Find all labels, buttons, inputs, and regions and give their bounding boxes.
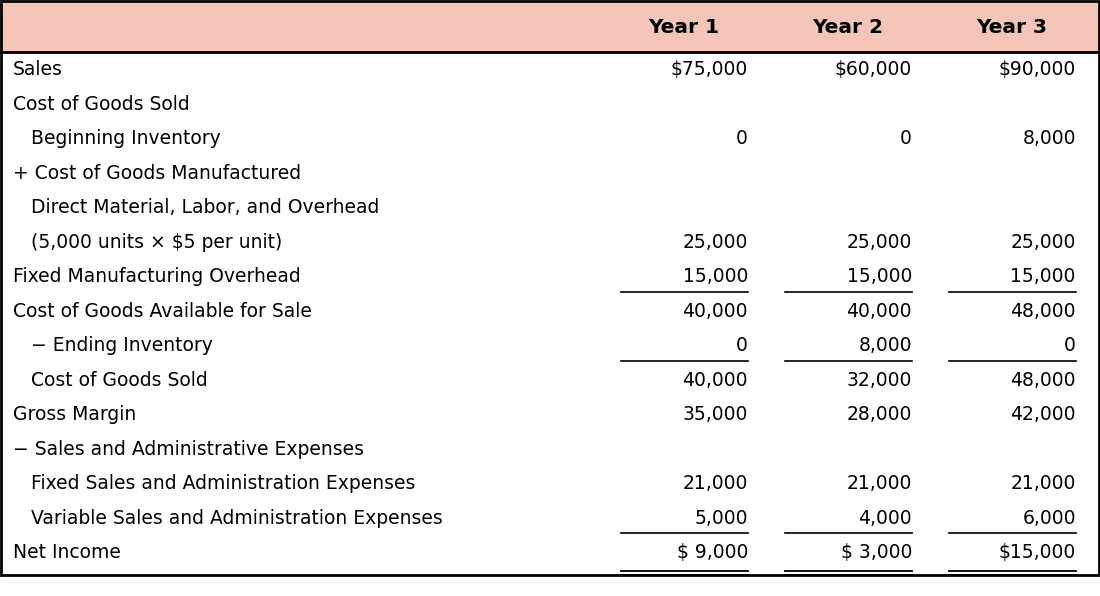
Text: 35,000: 35,000 xyxy=(683,405,748,424)
Text: 15,000: 15,000 xyxy=(847,268,912,287)
Text: 21,000: 21,000 xyxy=(683,474,748,493)
Text: 0: 0 xyxy=(736,129,748,148)
Text: Year 3: Year 3 xyxy=(977,17,1047,36)
Text: 40,000: 40,000 xyxy=(682,371,748,390)
Text: $60,000: $60,000 xyxy=(835,60,912,79)
Text: Beginning Inventory: Beginning Inventory xyxy=(13,129,221,148)
Text: Gross Margin: Gross Margin xyxy=(13,405,136,424)
Text: − Ending Inventory: − Ending Inventory xyxy=(13,336,213,355)
Text: 48,000: 48,000 xyxy=(1010,371,1076,390)
Text: 48,000: 48,000 xyxy=(1010,302,1076,321)
Bar xyxy=(0,0,1100,52)
Text: Variable Sales and Administration Expenses: Variable Sales and Administration Expens… xyxy=(13,509,443,528)
Text: Fixed Manufacturing Overhead: Fixed Manufacturing Overhead xyxy=(13,268,301,287)
Text: 8,000: 8,000 xyxy=(858,336,912,355)
Text: Year 2: Year 2 xyxy=(813,17,883,36)
Text: Sales: Sales xyxy=(13,60,63,79)
Text: 5,000: 5,000 xyxy=(694,509,748,528)
Text: 21,000: 21,000 xyxy=(847,474,912,493)
Text: Cost of Goods Sold: Cost of Goods Sold xyxy=(13,95,190,114)
Text: 25,000: 25,000 xyxy=(683,233,748,252)
Text: $75,000: $75,000 xyxy=(671,60,748,79)
Text: 6,000: 6,000 xyxy=(1022,509,1076,528)
Text: Net Income: Net Income xyxy=(13,544,121,563)
Text: 8,000: 8,000 xyxy=(1022,129,1076,148)
Text: $ 9,000: $ 9,000 xyxy=(676,544,748,563)
Text: Fixed Sales and Administration Expenses: Fixed Sales and Administration Expenses xyxy=(13,474,416,493)
Text: 4,000: 4,000 xyxy=(858,509,912,528)
Text: Direct Material, Labor, and Overhead: Direct Material, Labor, and Overhead xyxy=(13,198,379,218)
Text: Cost of Goods Sold: Cost of Goods Sold xyxy=(13,371,208,390)
Text: $15,000: $15,000 xyxy=(999,544,1076,563)
Text: $90,000: $90,000 xyxy=(999,60,1076,79)
Text: 40,000: 40,000 xyxy=(682,302,748,321)
Text: 15,000: 15,000 xyxy=(1011,268,1076,287)
Text: Year 1: Year 1 xyxy=(649,17,719,36)
Text: 0: 0 xyxy=(1064,336,1076,355)
Text: 15,000: 15,000 xyxy=(683,268,748,287)
Text: 0: 0 xyxy=(736,336,748,355)
Text: 21,000: 21,000 xyxy=(1011,474,1076,493)
Text: $ 3,000: $ 3,000 xyxy=(840,544,912,563)
Text: 40,000: 40,000 xyxy=(846,302,912,321)
Text: 25,000: 25,000 xyxy=(1011,233,1076,252)
Text: 0: 0 xyxy=(900,129,912,148)
Text: + Cost of Goods Manufactured: + Cost of Goods Manufactured xyxy=(13,164,301,183)
Text: 42,000: 42,000 xyxy=(1010,405,1076,424)
Text: Cost of Goods Available for Sale: Cost of Goods Available for Sale xyxy=(13,302,312,321)
Text: − Sales and Administrative Expenses: − Sales and Administrative Expenses xyxy=(13,440,364,459)
Text: 28,000: 28,000 xyxy=(847,405,912,424)
Text: (5,000 units × $5 per unit): (5,000 units × $5 per unit) xyxy=(13,233,283,252)
Text: 32,000: 32,000 xyxy=(847,371,912,390)
Text: 25,000: 25,000 xyxy=(847,233,912,252)
